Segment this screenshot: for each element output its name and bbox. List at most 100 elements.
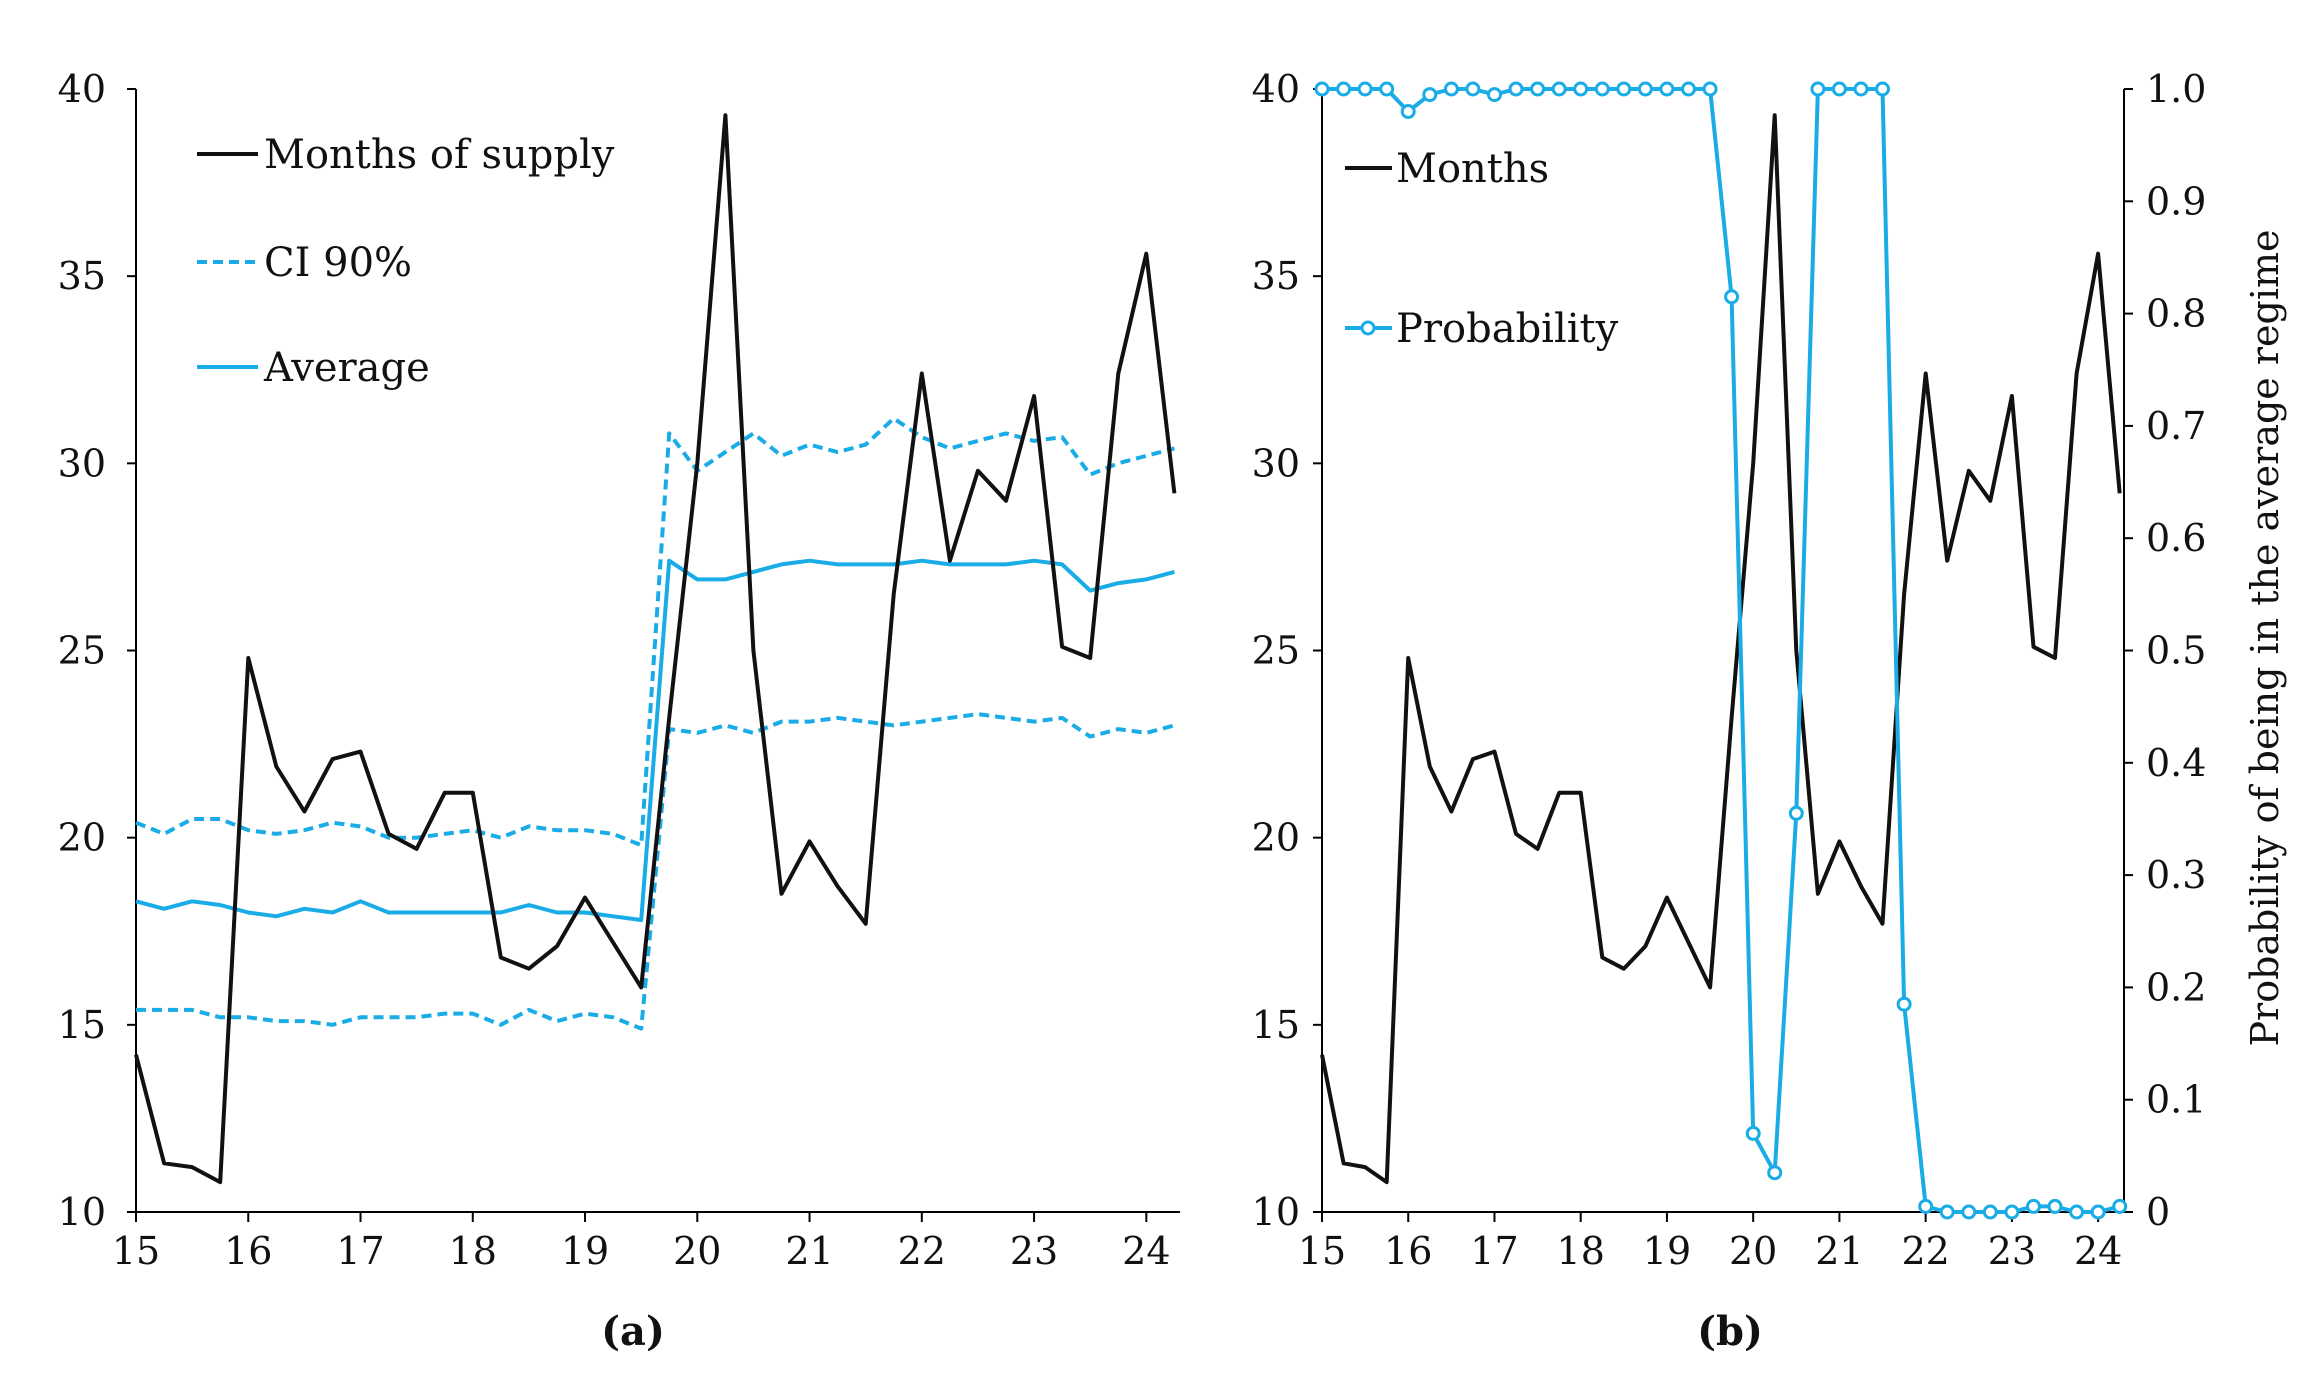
- panel-b-probability-point: [1745, 1125, 1761, 1141]
- legend-marker-probability: [1360, 320, 1376, 336]
- panel-b-y-tick-label: 40: [1252, 67, 1300, 111]
- panel-b-series: [1314, 81, 2128, 1220]
- panel-b-probability-point: [2090, 1204, 2106, 1220]
- panel-b-y2-tick-label: 0: [2146, 1190, 2170, 1234]
- panel-a-x-tick-label: 24: [1122, 1229, 1170, 1273]
- panel-b-probability-point: [1551, 81, 1567, 97]
- panel-a-y-tick-label: 20: [58, 816, 106, 860]
- panel-b-y-tick-label: 25: [1252, 629, 1300, 673]
- panel-a-y-tick-label: 40: [58, 67, 106, 111]
- panel-a-x-tick-label: 23: [1010, 1229, 1058, 1273]
- panel-a-series-ci-90: [135, 416, 1175, 848]
- panel-a-series-months-of-supply: [134, 113, 1177, 1185]
- panel-b-y2-axis-label: Probability of being in the average regi…: [2243, 229, 2287, 1046]
- panel-b-y-tick-label: 15: [1252, 1003, 1300, 1047]
- panel-a-caption: (a): [601, 1308, 665, 1355]
- panel-b-probability-point: [1465, 81, 1481, 97]
- panel-b-probability-point: [1379, 81, 1395, 97]
- panel-b-probability-point: [1314, 81, 1330, 97]
- panel-b-y-tick-label: 20: [1252, 816, 1300, 860]
- panel-b-probability-point: [1336, 81, 1352, 97]
- panel-b-y2-tick-label: 0.4: [2146, 741, 2206, 785]
- panel-b-probability-point: [1767, 1165, 1783, 1181]
- panel-b-probability-point: [1961, 1204, 1977, 1220]
- panel-a-y-tick-label: 10: [58, 1190, 106, 1234]
- panel-a-y-tick-label: 35: [58, 254, 106, 298]
- panel-b-probability-point: [2069, 1204, 2085, 1220]
- panel-b-y2-tick-label: 0.1: [2146, 1078, 2206, 1122]
- panel-b-x-tick-label: 24: [2074, 1229, 2122, 1273]
- panel-b-probability-point: [1831, 81, 1847, 97]
- panel-b-y-tick-label: 30: [1252, 441, 1300, 485]
- panel-a-legend: Months of supply CI 90% Average: [197, 132, 615, 391]
- panel-a-x-tick-label: 21: [785, 1229, 833, 1273]
- panel-b-probability-point: [1896, 996, 1912, 1012]
- legend-label-probability: Probability: [1396, 306, 1619, 352]
- panel-b-probability-point: [1918, 1198, 1934, 1214]
- panel-b-x-tick-label: 16: [1384, 1229, 1432, 1273]
- panel-b-probability-point: [1616, 81, 1632, 97]
- panel-a-series-ci-90-lower: [136, 712, 1175, 1031]
- panel-b-probability-point: [1853, 81, 1869, 97]
- panel-b-probability-point: [1637, 81, 1653, 97]
- panel-b-x-tick-label: 15: [1298, 1229, 1346, 1273]
- panel-b-probability-point: [1788, 805, 1804, 821]
- panel-b-probability-point: [1422, 87, 1438, 103]
- panel-b-probability-point: [1508, 81, 1524, 97]
- panel-a-series-average: [135, 558, 1175, 922]
- panel-a-y-tick-label: 15: [58, 1003, 106, 1047]
- panel-b-x-tick-label: 23: [1988, 1229, 2036, 1273]
- panel-b-y2-tick-label: 0.5: [2146, 629, 2206, 673]
- panel-b-probability-point: [1939, 1204, 1955, 1220]
- panel-b-probability-point: [1400, 104, 1416, 119]
- panel-b-y2-tick-label: 0.8: [2146, 292, 2206, 336]
- panel-b-probability-point: [1594, 81, 1610, 97]
- panel-b-series-months: [1320, 113, 2122, 1185]
- panel-b-series-probability: [1322, 87, 2121, 1214]
- panel-b-y2-tick-label: 0.2: [2146, 965, 2206, 1009]
- panel-b-y2-tick-label: 0.6: [2146, 516, 2206, 560]
- legend-label-months: Months: [1396, 146, 1549, 192]
- panel-b-probability-point: [1573, 81, 1589, 97]
- panel-b-probability-point: [1530, 81, 1546, 97]
- panel-b-x-tick-label: 22: [1901, 1229, 1949, 1273]
- panel-b-x-tick-label: 19: [1643, 1229, 1691, 1273]
- legend-label-ci-90: CI 90%: [264, 240, 412, 286]
- panel-b-probability-point: [1443, 81, 1459, 97]
- panel-a-y-tick-label: 30: [58, 441, 106, 485]
- panel-b-probability-point: [1487, 87, 1502, 103]
- panel-a-x-tick-label: 17: [336, 1229, 384, 1273]
- panel-a-x-tick-label: 19: [561, 1229, 609, 1273]
- panel-b-y-tick-label: 35: [1252, 254, 1300, 298]
- panel-a-x-tick-label: 18: [449, 1229, 497, 1273]
- panel-b-probability-point: [1875, 81, 1890, 97]
- panel-b-x-tick-label: 20: [1729, 1229, 1777, 1273]
- panel-b-x-tick-label: 21: [1815, 1229, 1863, 1273]
- panel-a-x-tick-label: 15: [112, 1229, 160, 1273]
- legend-label-average: Average: [263, 345, 430, 391]
- panel-b-y2-tick-label: 0.7: [2146, 404, 2206, 448]
- panel-b-x-tick-label: 17: [1470, 1229, 1518, 1273]
- panel-b-x-tick-label: 18: [1557, 1229, 1605, 1273]
- legend-label-months-of-supply: Months of supply: [264, 132, 615, 178]
- panel-b-y-tick-label: 10: [1252, 1190, 1300, 1234]
- panel-b-probability-point: [1357, 81, 1373, 97]
- panel-b-probability-point: [1724, 289, 1740, 305]
- panel-b-y2-tick-label: 1.0: [2146, 67, 2206, 111]
- panel-b-probability-point: [1681, 81, 1696, 97]
- panel-b-probability-point: [2026, 1198, 2041, 1214]
- panel-b-probability-point: [1702, 81, 1718, 97]
- panel-b-probability-point: [1810, 81, 1826, 97]
- panel-b-probability-point: [2047, 1198, 2063, 1214]
- panel-a-x-tick-label: 22: [898, 1229, 946, 1273]
- panel-a-series: [134, 113, 1177, 1185]
- panel-b-probability-point: [2112, 1198, 2128, 1214]
- panel-a-y-tick-label: 25: [58, 629, 106, 673]
- panel-b-y2-tick-label: 0.9: [2146, 179, 2206, 223]
- panel-b-probability-point: [1659, 81, 1675, 97]
